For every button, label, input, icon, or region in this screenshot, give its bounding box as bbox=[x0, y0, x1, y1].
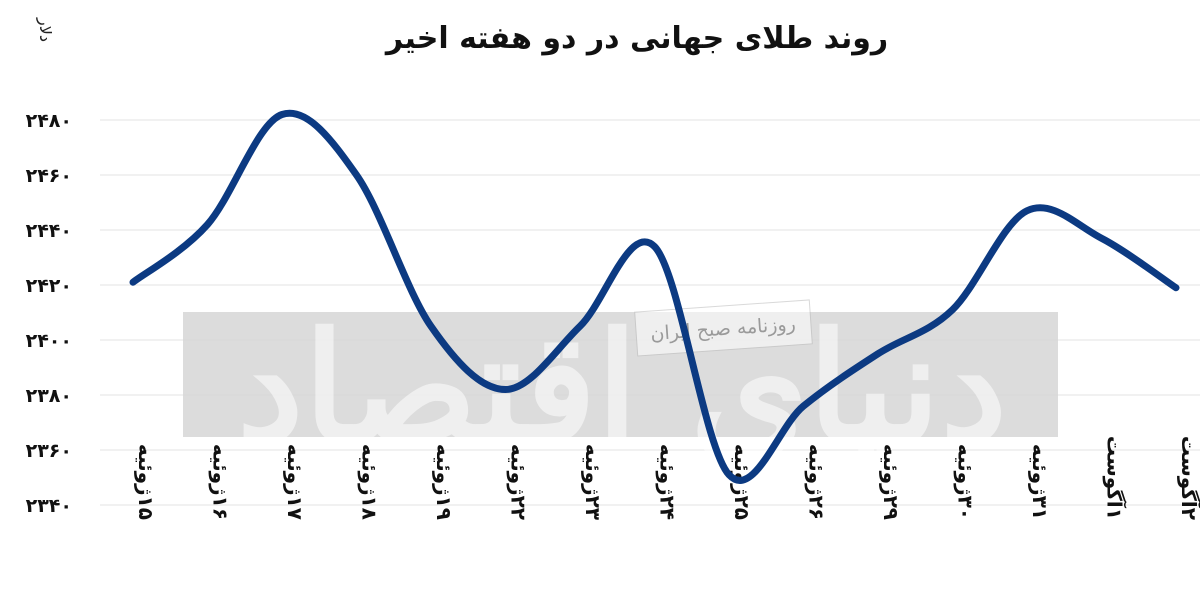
y-tick-label: ۲۳۸۰ bbox=[26, 385, 72, 407]
data-point bbox=[949, 306, 956, 313]
x-tick-label: ۲۴ژوئیه bbox=[656, 444, 680, 520]
y-axis-unit: دلار bbox=[35, 17, 55, 42]
x-tick-label: ۱۸ژوئیه bbox=[358, 444, 382, 520]
x-tick-label: ۱۶ژوئیه bbox=[209, 444, 233, 520]
data-point bbox=[428, 323, 434, 330]
data-point bbox=[1173, 284, 1179, 291]
data-point bbox=[1024, 207, 1030, 214]
x-tick-label: ۲۲ژوئیه bbox=[507, 444, 531, 520]
y-tick-label: ۲۴۲۰ bbox=[26, 275, 72, 297]
series-layer bbox=[129, 109, 1180, 484]
x-tick-label: ۲۹ژوئیه bbox=[879, 444, 903, 520]
x-tick-label: ۳۰ژوئیه bbox=[954, 444, 978, 520]
data-point bbox=[502, 386, 509, 393]
x-tick-label: ۲۶ژوئیه bbox=[805, 444, 829, 520]
data-point bbox=[875, 350, 881, 357]
x-tick-label: ۳۱ژوئیه bbox=[1028, 444, 1052, 520]
x-tick-label: ۱۹ژوئیه bbox=[432, 444, 456, 520]
data-point bbox=[577, 323, 583, 330]
y-tick-label: ۲۴۸۰ bbox=[26, 110, 72, 132]
y-tick-label: ۲۳۴۰ bbox=[26, 495, 72, 517]
data-point bbox=[279, 111, 285, 118]
data-point bbox=[726, 471, 732, 478]
data-point bbox=[130, 279, 136, 286]
data-point bbox=[800, 403, 807, 409]
watermark-brand: دنیای اقتصاد bbox=[237, 300, 1007, 476]
x-tick-label: ۲آگوست bbox=[1177, 436, 1200, 520]
data-point bbox=[204, 221, 211, 228]
y-tick-label: ۲۳۶۰ bbox=[26, 440, 72, 462]
y-tick-label: ۲۴۰۰ bbox=[26, 330, 72, 352]
y-axis-ticks: ۲۴۸۰ ۲۴۶۰ ۲۴۴۰ ۲۴۲۰ ۲۴۰۰ ۲۳۸۰ ۲۳۶۰ ۲۳۴۰ bbox=[26, 110, 72, 517]
x-tick-label: ۱آگوست bbox=[1103, 436, 1128, 520]
data-point bbox=[1098, 235, 1105, 242]
x-tick-label: ۱۵ژوئیه bbox=[134, 444, 158, 520]
y-tick-label: ۲۴۴۰ bbox=[26, 220, 72, 242]
chart-title: روند طلای جهانی در دو هفته اخیر bbox=[384, 21, 888, 56]
x-tick-label: ۲۳ژوئیه bbox=[581, 444, 605, 520]
y-tick-label: ۲۴۶۰ bbox=[26, 165, 72, 187]
data-point bbox=[353, 172, 360, 178]
data-point bbox=[651, 243, 658, 250]
x-axis-ticks: ۱۵ژوئیه ۱۶ژوئیه ۱۷ژوئیه ۱۸ژوئیه ۱۹ژوئیه ۲۲ژوئ… bbox=[134, 436, 1200, 520]
x-tick-label: ۱۷ژوئیه bbox=[283, 444, 307, 520]
